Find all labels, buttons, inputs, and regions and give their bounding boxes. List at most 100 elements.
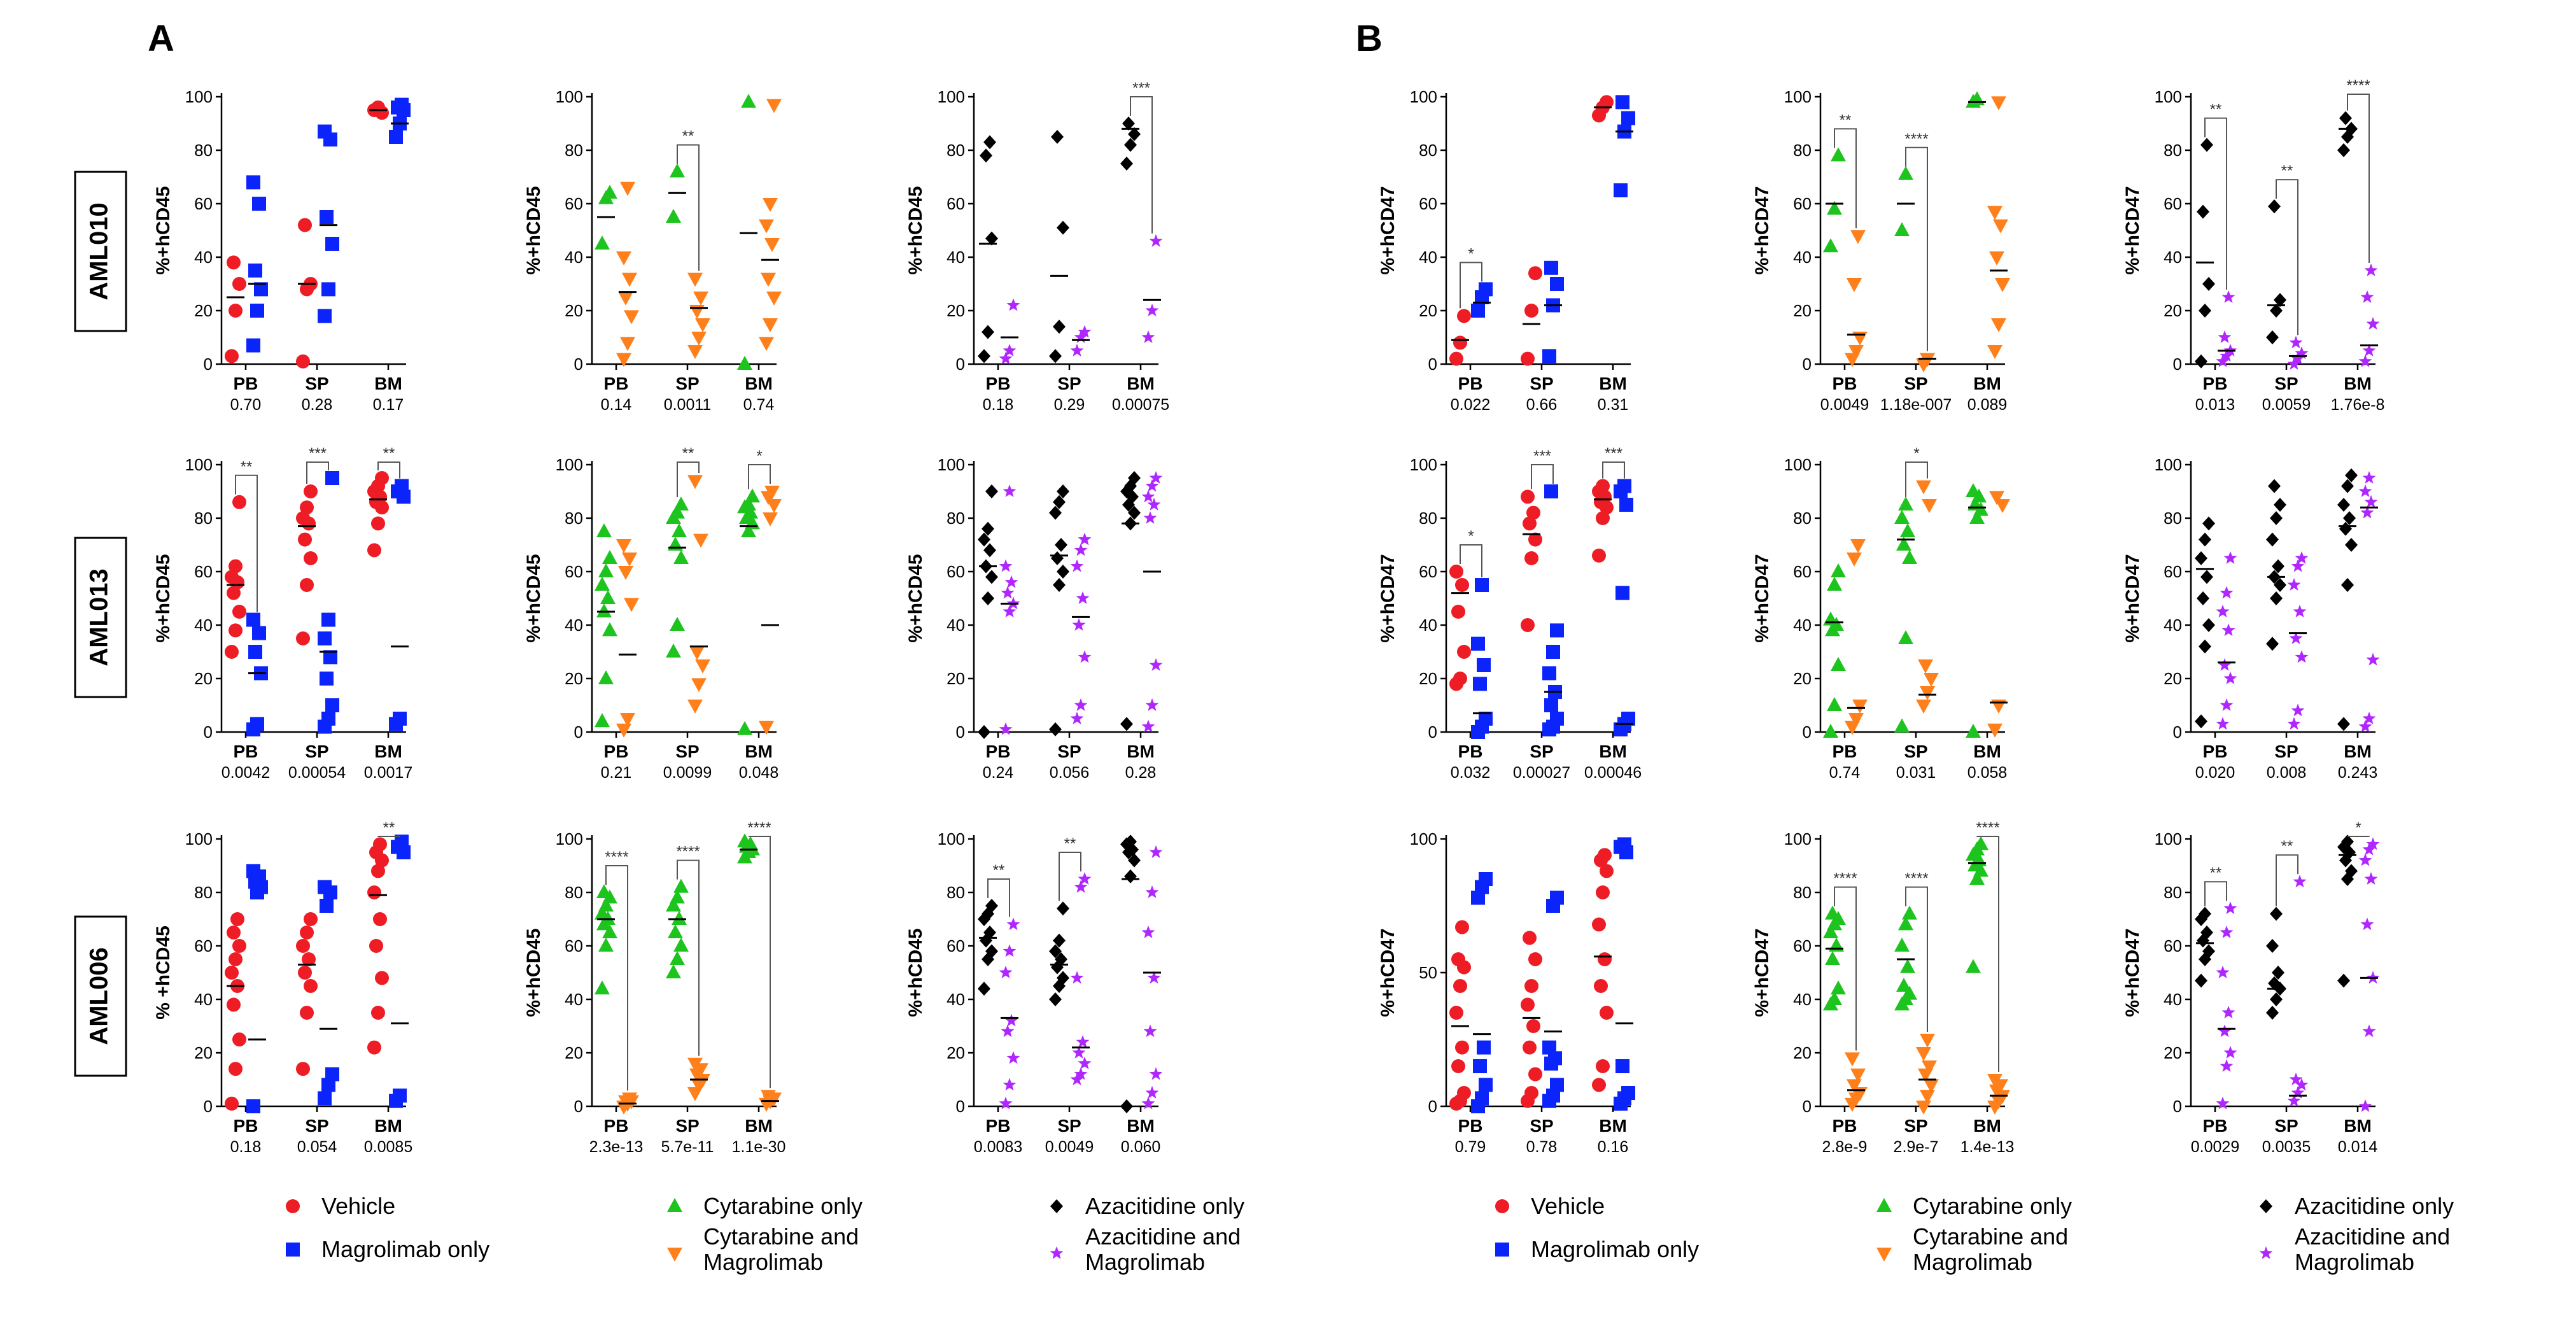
data-point — [1001, 586, 1015, 599]
data-point — [1523, 1040, 1537, 1055]
data-point — [1049, 992, 1062, 1006]
y-tick-label: 60 — [947, 936, 965, 955]
y-tick-label: 100 — [2155, 87, 2182, 106]
row-label-box — [74, 915, 127, 1077]
data-point — [2293, 605, 2307, 617]
p-value-label: 0.29 — [1054, 396, 1085, 414]
data-point — [737, 356, 752, 370]
data-point — [2343, 511, 2356, 525]
data-point — [616, 723, 631, 738]
p-value-label: 0.28 — [302, 396, 333, 414]
data-point — [1548, 1051, 1562, 1066]
p-value-label: 0.048 — [739, 764, 779, 782]
data-point — [225, 349, 239, 363]
data-point — [1141, 926, 1155, 938]
data-point — [1521, 351, 1535, 366]
y-tick-label: 0 — [574, 355, 583, 374]
data-point — [983, 926, 996, 940]
legend-label: Azacitidine only — [1085, 1193, 1244, 1219]
data-point — [1621, 1086, 1635, 1100]
significance-stars: *** — [1132, 80, 1150, 97]
y-tick-label: 40 — [565, 990, 583, 1009]
data-point — [666, 644, 681, 658]
data-point — [320, 210, 334, 224]
category-label: SP — [1057, 1116, 1081, 1136]
p-value-label: 0.24 — [983, 764, 1014, 782]
data-point — [1145, 1086, 1159, 1099]
category-label: PB — [234, 1116, 258, 1136]
data-point — [232, 605, 246, 619]
chart-a-aml010-cytarabine: 0 20 40 60 80 100 %+hCD45 PB 0.14 SP 0.0011 BM 0.74 *… — [523, 87, 782, 414]
data-point — [2268, 479, 2281, 493]
y-tick-label: 40 — [947, 616, 965, 635]
y-axis-label: %+hCD47 — [2122, 928, 2143, 1017]
data-point — [2337, 717, 2350, 731]
p-value-label: 0.008 — [2267, 764, 2307, 782]
category-label: BM — [1599, 374, 1627, 393]
y-tick-label: 80 — [2164, 883, 2182, 902]
legend-label: Magrolimab — [1913, 1249, 2032, 1275]
data-point — [2364, 264, 2378, 276]
category-label: PB — [1833, 374, 1857, 393]
y-tick-label: 40 — [565, 248, 583, 267]
data-point — [687, 272, 703, 287]
significance-stars: ** — [1064, 835, 1076, 852]
legend-label: Cytarabine and — [703, 1223, 859, 1250]
y-tick-label: 20 — [1793, 669, 1812, 688]
data-point — [1479, 1078, 1493, 1092]
y-tick-label: 20 — [947, 669, 965, 688]
data-point — [389, 130, 403, 144]
data-point — [1621, 712, 1635, 726]
labels-layer: A B — [148, 18, 1383, 59]
data-point — [367, 543, 381, 558]
data-point — [1916, 700, 1931, 714]
legend-label: Cytarabine and — [1913, 1223, 2068, 1250]
data-point — [1544, 484, 1558, 498]
data-point — [2202, 277, 2215, 291]
data-point — [2221, 290, 2235, 303]
y-tick-label: 40 — [947, 248, 965, 267]
p-value-label: 1.18e-007 — [1880, 396, 1952, 414]
chart-b-aml006-magrolimab: 0 50 100 %+hCD47 PB 0.79 SP 0.78 BM 0.16 — [1377, 829, 1635, 1156]
y-axis-label: %+hCD45 — [153, 186, 174, 274]
data-point — [296, 354, 310, 369]
category-label: PB — [234, 374, 258, 393]
significance-bracket — [1460, 262, 1482, 309]
data-point — [1120, 1099, 1133, 1113]
data-point — [598, 898, 614, 912]
significance-stars: **** — [2346, 77, 2370, 94]
legend-item-cytarabine-only: Cytarabine only — [1876, 1193, 2072, 1219]
legend-label: Magrolimab only — [1531, 1236, 1699, 1262]
data-point — [1147, 498, 1161, 511]
data-point — [1055, 952, 1067, 966]
data-point — [1051, 130, 1064, 144]
significance-bracket — [1130, 96, 1153, 234]
chart-b-aml013-cytarabine: 0 20 40 60 80 100 %+hCD47 PB 0.74 SP 0.031 BM 0.058 * — [1752, 445, 2010, 782]
data-point — [1524, 304, 1538, 318]
significance-stars: ** — [2281, 162, 2293, 180]
data-point — [375, 971, 389, 985]
data-point — [1617, 479, 1631, 493]
data-point — [1831, 563, 1846, 577]
p-value-label: 0.031 — [1896, 764, 1936, 782]
p-value-label: 0.17 — [373, 396, 404, 414]
data-point — [1457, 1086, 1471, 1100]
legend-marker — [1876, 1248, 1892, 1262]
significance-bracket — [677, 461, 700, 497]
data-point — [2199, 906, 2211, 921]
legend-label: Azacitidine only — [2295, 1193, 2454, 1219]
data-point — [2270, 992, 2283, 1006]
data-point — [1455, 920, 1469, 934]
data-point — [602, 924, 617, 938]
data-point — [978, 725, 990, 739]
data-point — [1966, 483, 1981, 497]
data-point — [1989, 491, 2004, 505]
data-point — [1120, 717, 1133, 731]
category-label: BM — [1127, 742, 1155, 761]
data-point — [1524, 1086, 1538, 1100]
significance-stars: * — [1913, 445, 1919, 462]
p-value-label: 2.3e-13 — [589, 1138, 644, 1156]
data-point — [2337, 498, 2350, 512]
data-point — [1457, 645, 1471, 659]
data-point — [670, 163, 685, 178]
